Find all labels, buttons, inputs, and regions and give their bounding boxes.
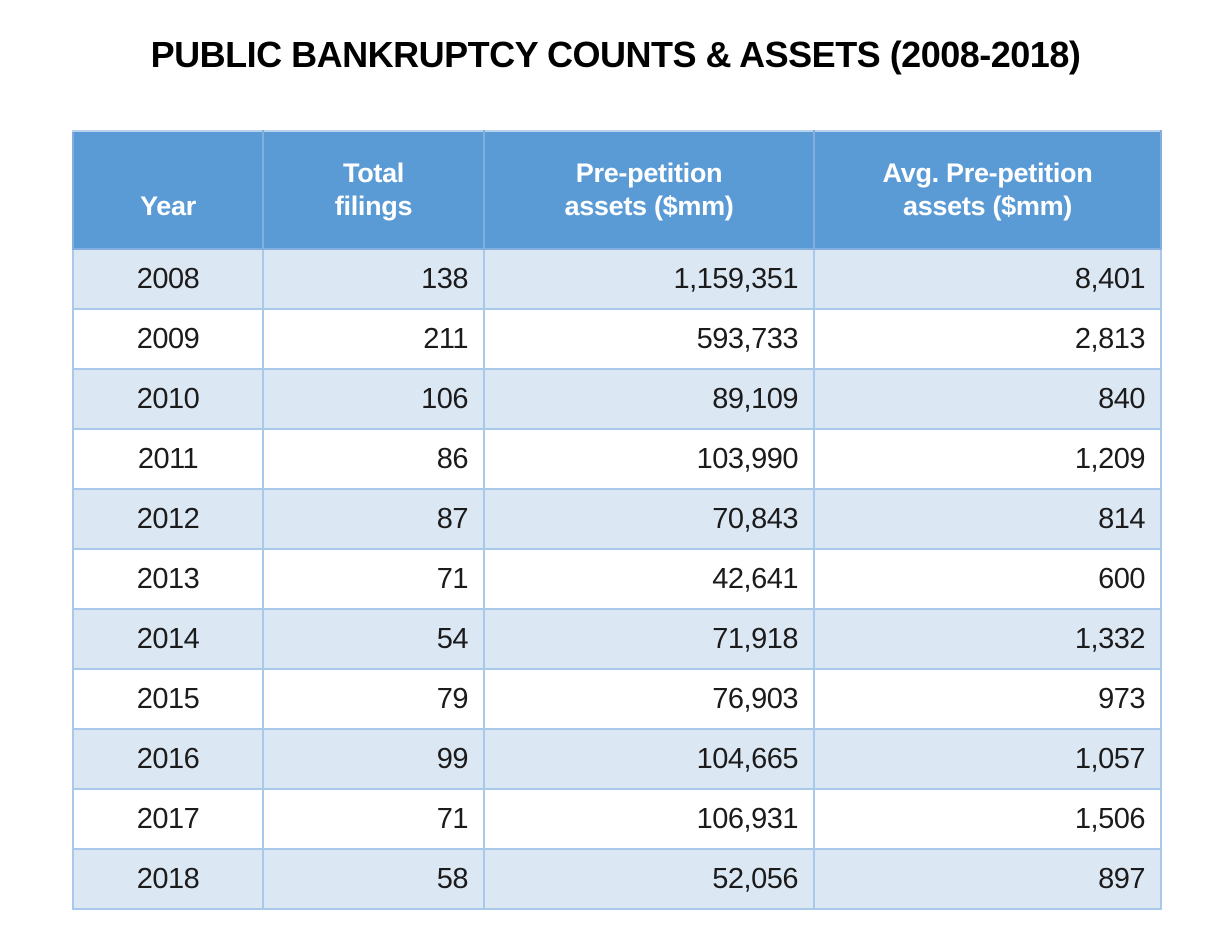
cell-avg-prepetition-assets: 1,506 bbox=[813, 788, 1162, 850]
cell-total-filings: 87 bbox=[262, 488, 485, 550]
column-header-prepetition-assets: Pre-petition assets ($mm) bbox=[483, 130, 815, 250]
cell-year: 2016 bbox=[72, 728, 264, 790]
cell-year: 2013 bbox=[72, 548, 264, 610]
cell-avg-prepetition-assets: 973 bbox=[813, 668, 1162, 730]
bankruptcy-table: Year Total filings Pre-petition assets (… bbox=[72, 130, 1162, 910]
table-row: 2015 79 76,903 973 bbox=[72, 668, 1162, 730]
column-header-year: Year bbox=[72, 130, 264, 250]
header-label: Pre-petition bbox=[575, 157, 723, 188]
cell-prepetition-assets: 71,918 bbox=[483, 608, 815, 670]
cell-year: 2009 bbox=[72, 308, 264, 370]
table-row: 2017 71 106,931 1,506 bbox=[72, 788, 1162, 850]
cell-avg-prepetition-assets: 814 bbox=[813, 488, 1162, 550]
cell-year: 2008 bbox=[72, 248, 264, 310]
cell-year: 2018 bbox=[72, 848, 264, 910]
cell-avg-prepetition-assets: 1,209 bbox=[813, 428, 1162, 490]
cell-avg-prepetition-assets: 897 bbox=[813, 848, 1162, 910]
cell-prepetition-assets: 70,843 bbox=[483, 488, 815, 550]
cell-year: 2014 bbox=[72, 608, 264, 670]
table-row: 2010 106 89,109 840 bbox=[72, 368, 1162, 430]
cell-avg-prepetition-assets: 1,057 bbox=[813, 728, 1162, 790]
cell-prepetition-assets: 106,931 bbox=[483, 788, 815, 850]
cell-prepetition-assets: 104,665 bbox=[483, 728, 815, 790]
table-row: 2009 211 593,733 2,813 bbox=[72, 308, 1162, 370]
cell-year: 2015 bbox=[72, 668, 264, 730]
cell-prepetition-assets: 103,990 bbox=[483, 428, 815, 490]
cell-total-filings: 211 bbox=[262, 308, 485, 370]
header-label: assets ($mm) bbox=[564, 191, 734, 222]
cell-total-filings: 138 bbox=[262, 248, 485, 310]
cell-year: 2017 bbox=[72, 788, 264, 850]
table-row: 2012 87 70,843 814 bbox=[72, 488, 1162, 550]
table-row: 2013 71 42,641 600 bbox=[72, 548, 1162, 610]
column-header-avg-prepetition-assets: Avg. Pre-petition assets ($mm) bbox=[813, 130, 1162, 250]
cell-total-filings: 99 bbox=[262, 728, 485, 790]
cell-total-filings: 106 bbox=[262, 368, 485, 430]
cell-avg-prepetition-assets: 600 bbox=[813, 548, 1162, 610]
header-label: Year bbox=[140, 191, 196, 222]
cell-total-filings: 86 bbox=[262, 428, 485, 490]
table-container: Year Total filings Pre-petition assets (… bbox=[72, 130, 1162, 910]
cell-avg-prepetition-assets: 8,401 bbox=[813, 248, 1162, 310]
cell-total-filings: 71 bbox=[262, 548, 485, 610]
table-row: 2018 58 52,056 897 bbox=[72, 848, 1162, 910]
cell-avg-prepetition-assets: 2,813 bbox=[813, 308, 1162, 370]
cell-prepetition-assets: 1,159,351 bbox=[483, 248, 815, 310]
table-row: 2014 54 71,918 1,332 bbox=[72, 608, 1162, 670]
cell-prepetition-assets: 52,056 bbox=[483, 848, 815, 910]
page-title: PUBLIC BANKRUPTCY COUNTS & ASSETS (2008-… bbox=[150, 34, 1081, 75]
cell-year: 2012 bbox=[72, 488, 264, 550]
cell-prepetition-assets: 89,109 bbox=[483, 368, 815, 430]
header-label: Total bbox=[343, 157, 404, 188]
cell-avg-prepetition-assets: 840 bbox=[813, 368, 1162, 430]
cell-year: 2011 bbox=[72, 428, 264, 490]
cell-total-filings: 71 bbox=[262, 788, 485, 850]
cell-total-filings: 58 bbox=[262, 848, 485, 910]
cell-prepetition-assets: 42,641 bbox=[483, 548, 815, 610]
cell-total-filings: 54 bbox=[262, 608, 485, 670]
cell-prepetition-assets: 593,733 bbox=[483, 308, 815, 370]
cell-total-filings: 79 bbox=[262, 668, 485, 730]
header-label: Avg. Pre-petition bbox=[882, 157, 1093, 188]
header-label: assets ($mm) bbox=[903, 191, 1072, 222]
table-header-row: Year Total filings Pre-petition assets (… bbox=[72, 130, 1162, 250]
table-row: 2011 86 103,990 1,209 bbox=[72, 428, 1162, 490]
column-header-total-filings: Total filings bbox=[262, 130, 485, 250]
table-row: 2016 99 104,665 1,057 bbox=[72, 728, 1162, 790]
cell-year: 2010 bbox=[72, 368, 264, 430]
cell-prepetition-assets: 76,903 bbox=[483, 668, 815, 730]
table-row: 2008 138 1,159,351 8,401 bbox=[72, 248, 1162, 310]
header-label: filings bbox=[334, 191, 413, 222]
cell-avg-prepetition-assets: 1,332 bbox=[813, 608, 1162, 670]
